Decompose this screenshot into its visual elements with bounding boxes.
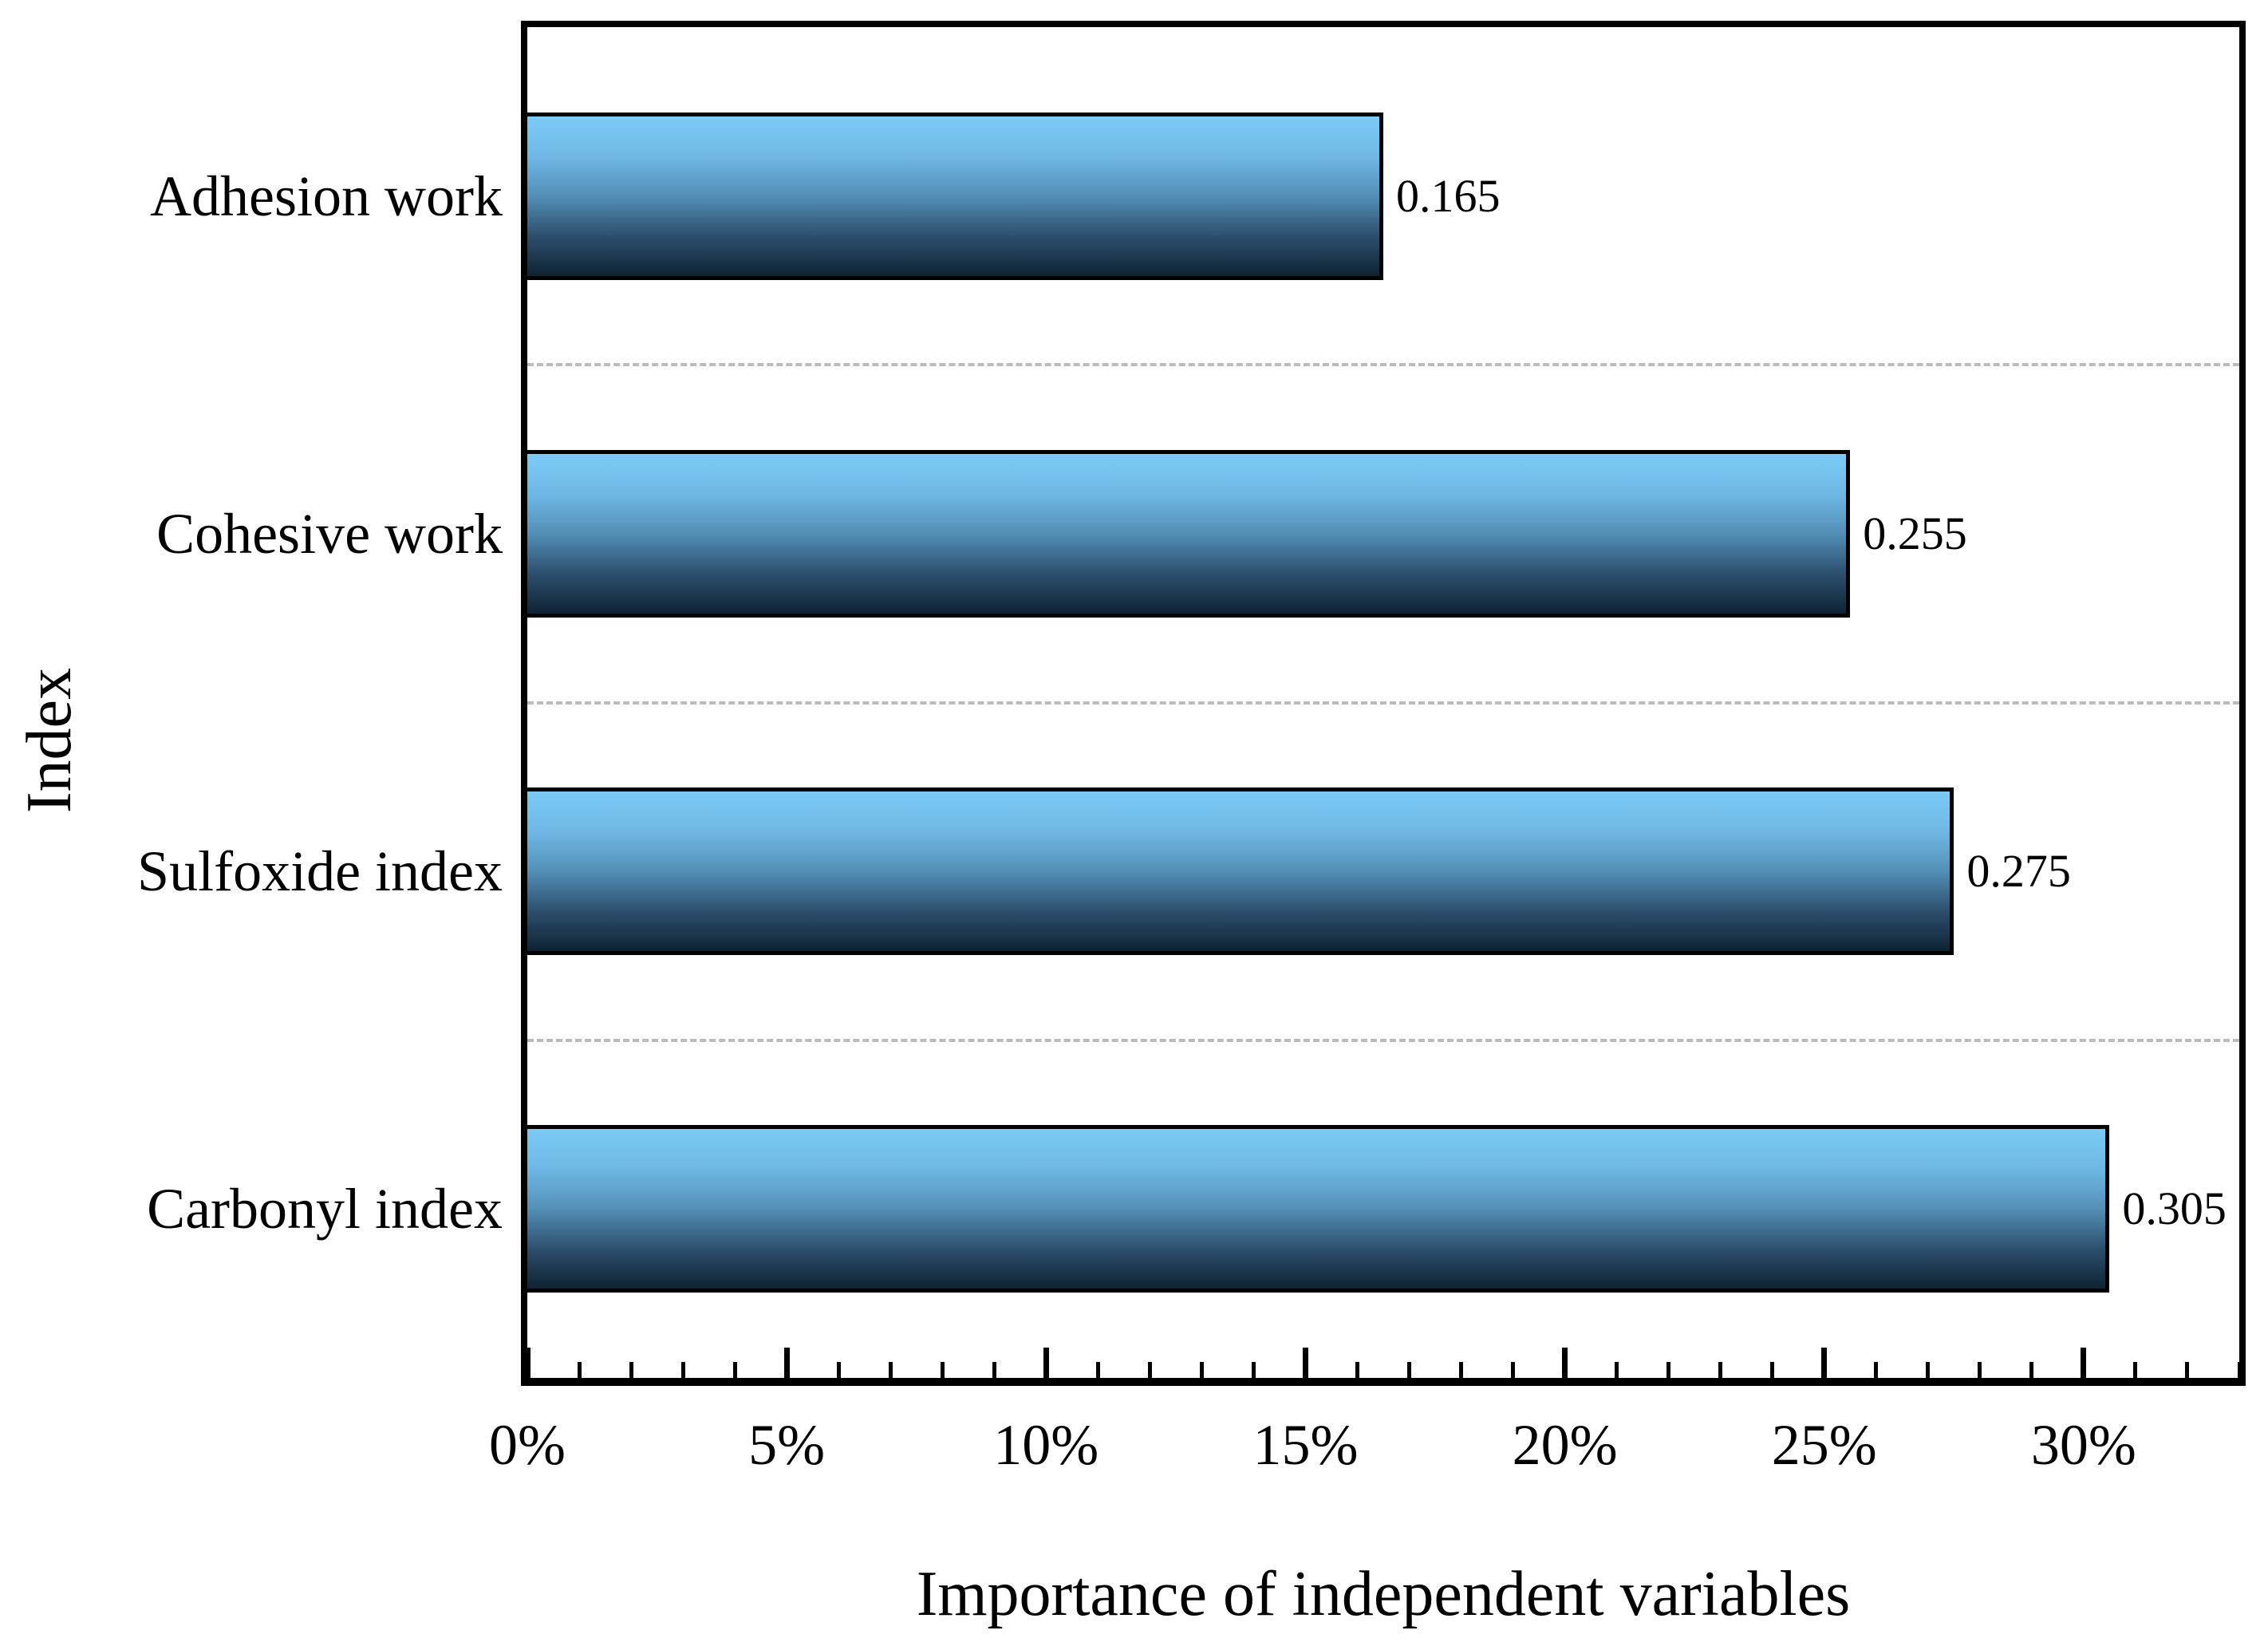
x-minor-tick-27 xyxy=(1926,1362,1931,1378)
x-minor-tick-9 xyxy=(992,1362,996,1378)
y-tick-label-carbonyl-index: Carbonyl index xyxy=(147,1177,503,1241)
x-major-tick-0 xyxy=(524,1348,531,1378)
category-separator-gridline xyxy=(527,701,2239,705)
x-tick-label-25: 25% xyxy=(1771,1413,1877,1477)
x-major-tick-25 xyxy=(1821,1348,1828,1378)
y-axis-title: Index xyxy=(14,667,85,814)
x-tick-label-20: 20% xyxy=(1512,1413,1618,1477)
x-minor-tick-6 xyxy=(836,1362,841,1378)
x-minor-tick-21 xyxy=(1615,1362,1619,1378)
x-minor-tick-16 xyxy=(1355,1362,1359,1378)
bar-cohesive-work xyxy=(527,449,1851,618)
x-major-tick-15 xyxy=(1302,1348,1308,1378)
x-minor-tick-11 xyxy=(1095,1362,1100,1378)
plot-area: 0.165 0.255 0.275 0.305 xyxy=(521,21,2246,1386)
x-tick-label-0: 0% xyxy=(489,1413,566,1477)
x-minor-tick-4 xyxy=(732,1362,737,1378)
x-minor-tick-31 xyxy=(2133,1362,2138,1378)
x-minor-tick-3 xyxy=(680,1362,685,1378)
x-minor-tick-8 xyxy=(940,1362,945,1378)
x-minor-tick-28 xyxy=(1978,1362,1982,1378)
y-tick-label-cohesive-work: Cohesive work xyxy=(156,501,503,566)
x-minor-tick-19 xyxy=(1511,1362,1516,1378)
bar-sulfoxide-index xyxy=(527,787,1954,956)
x-minor-tick-12 xyxy=(1147,1362,1152,1378)
bar-carbonyl-index xyxy=(527,1125,2110,1293)
x-major-tick-20 xyxy=(1562,1348,1568,1378)
x-minor-tick-29 xyxy=(2029,1362,2034,1378)
category-separator-gridline xyxy=(527,363,2239,367)
x-tick-label-30: 30% xyxy=(2030,1413,2136,1477)
bar-value-label-adhesion-work: 0.165 xyxy=(1396,169,1501,222)
category-separator-gridline xyxy=(527,1038,2239,1042)
x-minor-tick-2 xyxy=(629,1362,633,1378)
x-minor-tick-1 xyxy=(577,1362,582,1378)
x-minor-tick-23 xyxy=(1718,1362,1723,1378)
x-major-tick-5 xyxy=(783,1348,790,1378)
x-tick-label-15: 15% xyxy=(1252,1413,1359,1477)
x-minor-tick-22 xyxy=(1666,1362,1671,1378)
x-axis-title: Importance of independent variables xyxy=(916,1559,1851,1629)
bar-value-label-sulfoxide-index: 0.275 xyxy=(1966,845,2071,898)
x-minor-tick-32 xyxy=(2185,1362,2190,1378)
y-tick-label-adhesion-work: Adhesion work xyxy=(150,164,503,228)
x-minor-tick-26 xyxy=(1874,1362,1879,1378)
x-minor-tick-17 xyxy=(1407,1362,1411,1378)
x-minor-tick-14 xyxy=(1251,1362,1256,1378)
x-tick-label-10: 10% xyxy=(993,1413,1099,1477)
x-major-tick-30 xyxy=(2081,1348,2087,1378)
bar-adhesion-work xyxy=(527,112,1383,280)
x-tick-label-5: 5% xyxy=(748,1413,826,1477)
x-major-tick-10 xyxy=(1043,1348,1049,1378)
x-minor-tick-24 xyxy=(1770,1362,1775,1378)
bar-value-label-cohesive-work: 0.255 xyxy=(1863,507,1967,559)
x-minor-tick-13 xyxy=(1199,1362,1204,1378)
x-minor-tick-7 xyxy=(888,1362,893,1378)
y-tick-label-sulfoxide-index: Sulfoxide index xyxy=(137,839,503,904)
x-minor-tick-33 xyxy=(2237,1362,2242,1378)
x-minor-tick-18 xyxy=(1459,1362,1464,1378)
bar-value-label-carbonyl-index: 0.305 xyxy=(2122,1182,2227,1235)
